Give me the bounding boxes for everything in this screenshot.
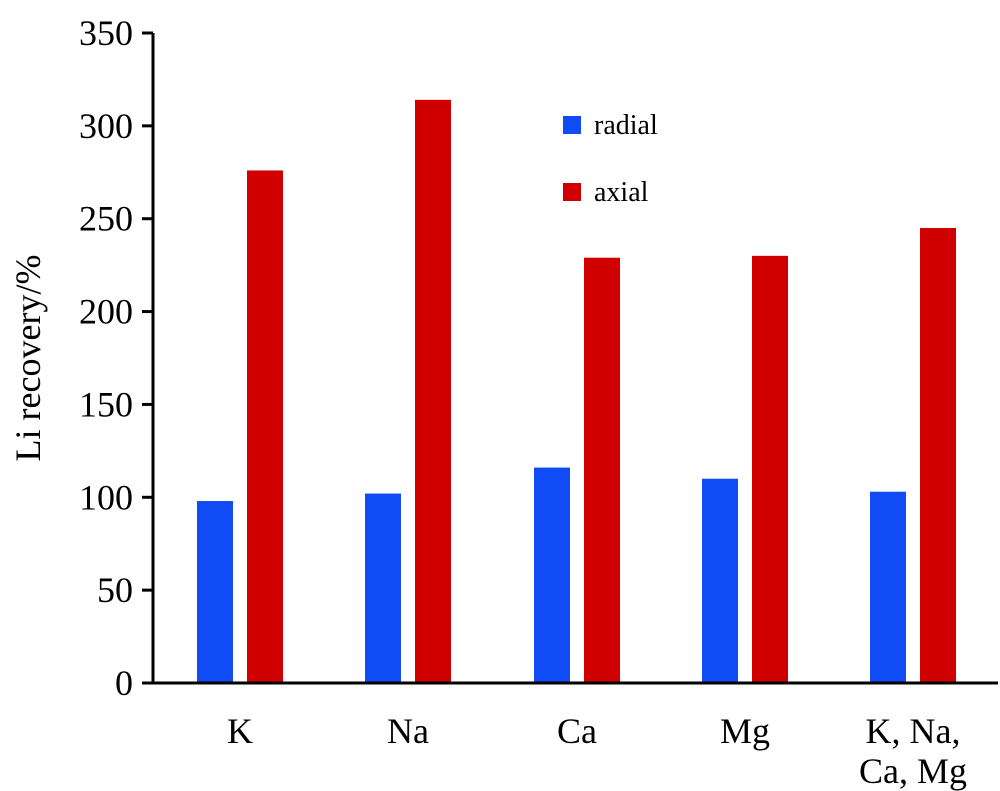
y-tick-label: 150 [79, 384, 133, 424]
bars-group [197, 99, 956, 684]
y-tick-label: 300 [79, 106, 133, 146]
legend-swatch-axial [563, 183, 581, 201]
bar-radial-4 [870, 491, 906, 683]
x-category-label: Mg [720, 711, 770, 751]
bar-axial-3 [752, 255, 788, 683]
legend: radial axial [563, 110, 658, 208]
y-tick-label: 250 [79, 199, 133, 239]
x-category-label: K [227, 711, 253, 751]
bar-radial-0 [197, 501, 233, 683]
y-axis-title: Li recovery/% [8, 255, 48, 462]
legend-swatch-radial [563, 116, 581, 134]
x-category-label: Ca, Mg [859, 751, 967, 791]
bar-radial-2 [534, 467, 570, 683]
bar-radial-1 [365, 493, 401, 683]
y-tick-label: 100 [79, 477, 133, 517]
legend-label-axial: axial [594, 177, 649, 208]
bar-axial-4 [920, 228, 956, 683]
y-tick-label: 0 [115, 663, 133, 703]
y-ticks-group: 0 50 100 150 200 250 300 350 [79, 13, 153, 703]
x-category-label: K, Na, [866, 711, 961, 751]
x-labels-group: K Na Ca Mg K, Na,Ca, Mg [227, 711, 967, 791]
bar-axial-2 [584, 257, 620, 683]
bar-axial-1 [415, 99, 451, 684]
axes-group [151, 33, 998, 685]
x-category-label: Ca [557, 711, 597, 751]
y-tick-label: 200 [79, 292, 133, 332]
y-tick-label: 50 [97, 570, 133, 610]
y-tick-label: 350 [79, 13, 133, 53]
legend-label-radial: radial [594, 110, 658, 141]
x-category-label: Na [387, 711, 429, 751]
bar-radial-3 [702, 478, 738, 683]
bar-axial-0 [247, 170, 283, 683]
